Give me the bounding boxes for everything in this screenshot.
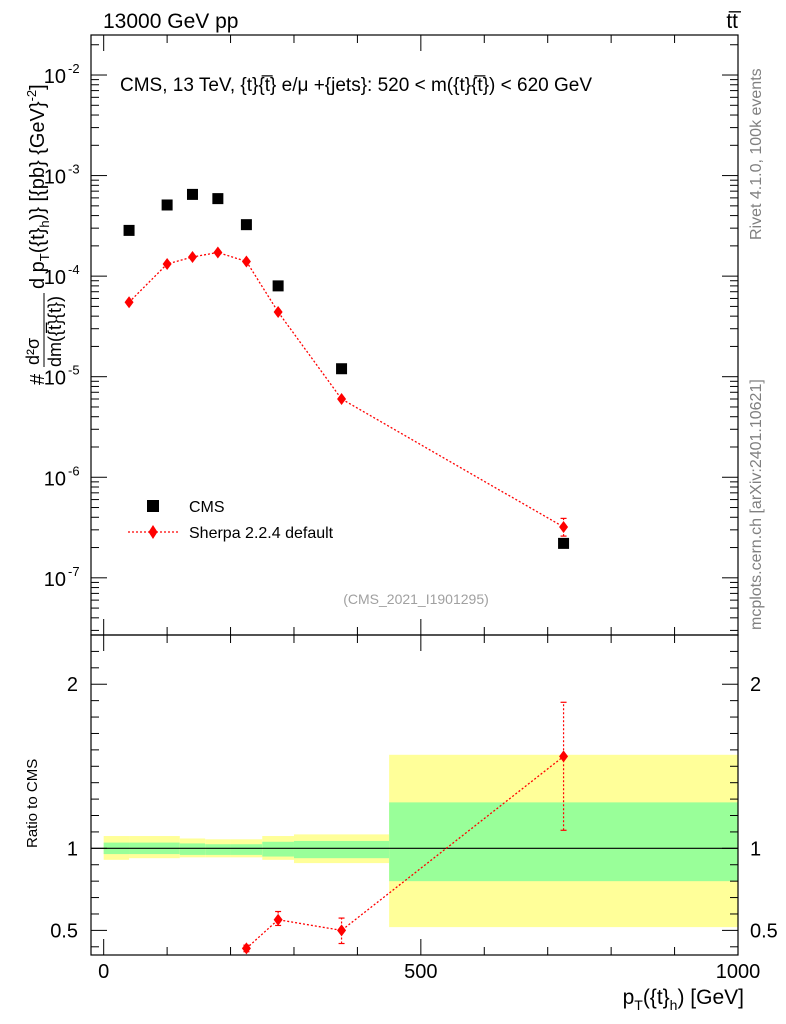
ylabel-denominator: dm({t̅}{t}) <box>45 296 65 367</box>
header-left-title: 13000 GeV pp <box>103 10 238 33</box>
rivet-label: Rivet 4.1.0, 100k events <box>748 68 765 240</box>
sherpa-point <box>337 393 347 406</box>
ratio-xtick-label: 0 <box>98 961 109 983</box>
ratio-tick-labels: 0.5 0.5 1 1 2 2 0 500 1000 <box>50 674 778 983</box>
cms-point <box>240 219 252 231</box>
ylabel-sub: T <box>37 253 52 261</box>
main-ytick-label: 10 <box>44 468 66 490</box>
sherpa-line <box>128 251 564 528</box>
ratio-ticks <box>91 634 739 955</box>
cms-point <box>161 199 173 211</box>
svg-text:#: # <box>27 373 49 385</box>
legend: CMS Sherpa 2.2.4 default <box>128 499 334 542</box>
ratio-band-green <box>262 841 294 857</box>
sherpa-point <box>162 258 172 271</box>
ratio-ylabel: Ratio to CMS <box>24 759 41 848</box>
main-series <box>123 188 570 549</box>
ylabel-rest4: ] <box>27 84 49 90</box>
main-ytick-exponent: -2 <box>68 61 80 76</box>
main-ytick-exponent: -6 <box>68 463 80 478</box>
main-ytick-label: 10 <box>44 368 66 390</box>
main-panel: 10-710-610-510-410-310-2 CMS, 13 TeV, {t… <box>23 34 739 636</box>
ratio-ytick-label-right: 1 <box>750 838 761 860</box>
sherpa-point <box>273 305 283 318</box>
sherpa-point <box>187 250 197 263</box>
ratio-xtick-label: 500 <box>404 961 437 983</box>
ylabel-numerator: d²σ <box>23 338 43 365</box>
main-ytick-exponent: -4 <box>68 262 80 277</box>
ratio-ytick-label-right: 0.5 <box>750 920 778 942</box>
ratio-band-green <box>205 844 231 855</box>
ylabel-sup: -2 <box>24 90 39 102</box>
ylabel-rest: d p <box>27 261 49 289</box>
ylabel-rest3: )} [{pb} {GeV} <box>27 101 49 220</box>
ratio-series <box>241 701 569 955</box>
ratio-band-green <box>389 802 738 882</box>
legend-sherpa-marker <box>148 525 158 539</box>
main-ytick-exponent: -3 <box>68 162 80 177</box>
ratio-frame <box>90 634 739 956</box>
xlabel-main: p <box>623 986 635 1009</box>
ratio-band-green <box>179 843 206 855</box>
ratio-ytick-label-left: 1 <box>67 838 78 860</box>
ratio-xlabel: pT({t}h) [GeV] <box>623 986 744 1013</box>
main-frame <box>90 34 739 636</box>
xlabel-sub2: h <box>670 997 678 1013</box>
mcplots-label: mcplots.cern.ch [arXiv:2401.10621] <box>748 379 765 630</box>
main-ytick-label: 10 <box>44 167 66 189</box>
sherpa-point <box>559 521 569 534</box>
ratio-xtick-label: 1000 <box>716 961 761 983</box>
ratio-sherpa-point <box>337 924 347 937</box>
ratio-sherpa-line <box>245 755 564 949</box>
ratio-band-green <box>293 840 390 859</box>
cms-point <box>272 280 284 292</box>
main-ytick-exponent: -5 <box>68 363 80 378</box>
cms-point <box>212 193 224 205</box>
legend-sherpa-label: Sherpa 2.2.4 default <box>189 525 334 542</box>
main-ticks <box>91 35 739 635</box>
ratio-sherpa-point <box>241 942 251 955</box>
main-ytick-exponent: -7 <box>68 564 80 579</box>
sherpa-point <box>213 246 223 259</box>
main-ylabel: # d²σ dm({t̅}{t}) d pT({t}h)} [{pb} {GeV… <box>23 84 65 385</box>
sherpa-point <box>124 296 134 309</box>
xlabel-mid: ({t} <box>643 986 670 1009</box>
cms-point <box>186 188 198 200</box>
legend-cms-label: CMS <box>189 499 225 516</box>
xlabel-sub: T <box>634 997 643 1013</box>
main-ytick-label: 10 <box>44 267 66 289</box>
main-title: CMS, 13 TeV, {t}{t̅} e/μ +{jets}: 520 < … <box>120 75 592 96</box>
cms-point <box>558 537 570 549</box>
sherpa-point <box>241 255 251 268</box>
ylabel-rest2: ({t} <box>27 227 49 253</box>
main-ytick-label: 10 <box>44 569 66 591</box>
cms-point <box>123 224 135 236</box>
ratio-sherpa-point <box>559 750 569 763</box>
ratio-ytick-label-right: 2 <box>750 674 761 696</box>
cms-point <box>336 363 348 375</box>
ylabel-hash: # <box>27 373 49 385</box>
main-ytick-labels: 10-710-610-510-410-310-2 <box>44 61 80 591</box>
ratio-sherpa-point <box>273 913 283 926</box>
ylabel-sub2: h <box>37 220 52 227</box>
svg-text:d pT({t}h)} [{pb} {GeV}-2]: d pT({t}h)} [{pb} {GeV}-2] <box>24 84 52 289</box>
ratio-ytick-label-left: 0.5 <box>50 920 78 942</box>
legend-cms-marker <box>147 500 159 512</box>
ratio-ytick-label-left: 2 <box>67 674 78 696</box>
ratio-bands <box>103 754 738 928</box>
xlabel-end: ) [GeV] <box>677 986 744 1009</box>
header-process: tt̅ <box>726 10 742 33</box>
ratio-panel: 0.5 0.5 1 1 2 2 0 500 1000 Ratio to CMS pT({t}h)… <box>24 634 778 1013</box>
ratio-band-green <box>230 844 263 855</box>
analysis-annotation: (CMS_2021_I1901295) <box>343 591 489 607</box>
main-ytick-label: 10 <box>44 66 66 88</box>
